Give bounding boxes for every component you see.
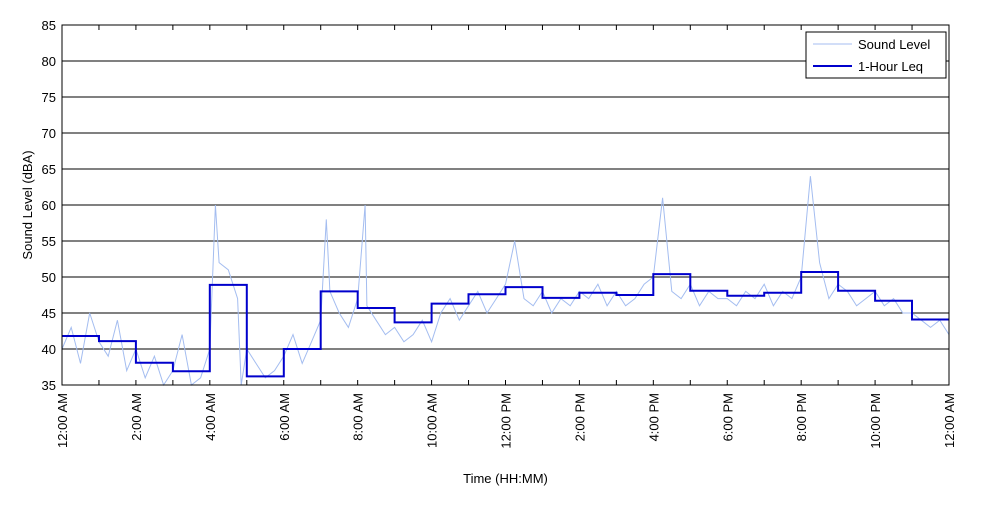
y-tick-label: 75 <box>42 90 56 105</box>
x-tick-label: 2:00 AM <box>129 393 144 441</box>
x-axis-label: Time (HH:MM) <box>463 471 548 486</box>
x-tick-label: 8:00 PM <box>794 393 809 441</box>
plot-frame <box>61 24 950 386</box>
legend-label-sound-level: Sound Level <box>858 37 930 52</box>
x-tick-label: 8:00 AM <box>351 393 366 441</box>
x-tick-label: 2:00 PM <box>572 393 587 441</box>
series-1-hour-leq <box>62 271 949 378</box>
x-tick-label: 12:00 AM <box>942 393 957 448</box>
y-tick-label: 80 <box>42 54 56 69</box>
y-tick-label: 45 <box>42 306 56 321</box>
x-tick-label: 4:00 PM <box>646 393 661 441</box>
x-tick-label: 6:00 PM <box>720 393 735 441</box>
legend: Sound Level 1-Hour Leq <box>805 31 947 79</box>
x-tick-label: 12:00 PM <box>499 393 514 449</box>
series-sound-level <box>61 176 950 387</box>
axes: 35 40 45 50 55 60 65 70 75 80 85 12:00 AM 2:00 AM 4:0… <box>42 18 957 449</box>
y-tick-label: 35 <box>42 378 56 393</box>
x-tick-label: 4:00 AM <box>203 393 218 441</box>
y-axis-label: Sound Level (dBA) <box>20 150 35 259</box>
series-layer <box>61 176 950 387</box>
y-tick-label: 60 <box>42 198 56 213</box>
x-tick-label: 12:00 AM <box>55 393 70 448</box>
x-tick-label: 10:00 AM <box>425 393 440 448</box>
y-tick-label: 40 <box>42 342 56 357</box>
y-tick-label: 50 <box>42 270 56 285</box>
y-tick-label: 85 <box>42 18 56 33</box>
legend-label-1-hour-leq: 1-Hour Leq <box>858 59 923 74</box>
y-tick-label: 70 <box>42 126 56 141</box>
x-tick-label: 10:00 PM <box>868 393 883 449</box>
x-tick-label: 6:00 AM <box>277 393 292 441</box>
legend-box <box>805 31 947 79</box>
y-tick-label: 65 <box>42 162 56 177</box>
y-tick-label: 55 <box>42 234 56 249</box>
